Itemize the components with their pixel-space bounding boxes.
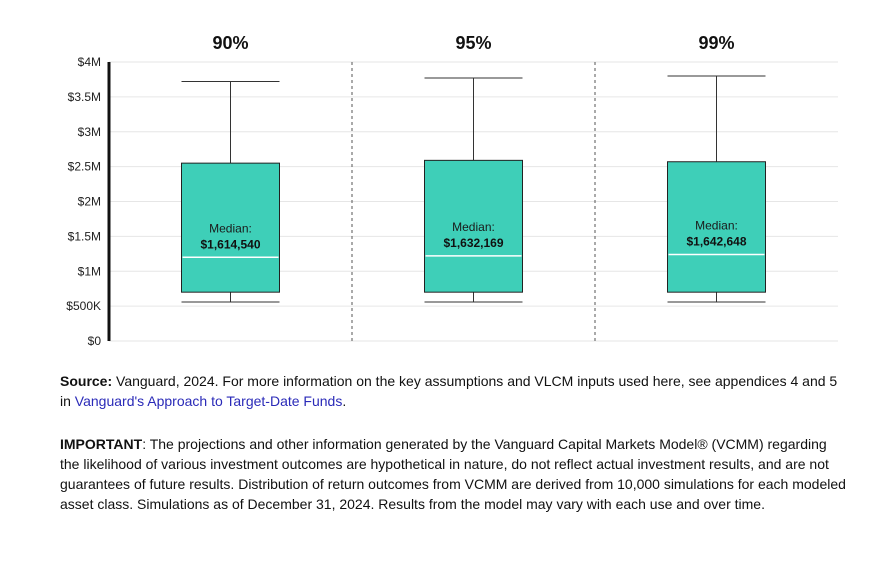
iqr-box: [667, 161, 766, 293]
box-plot-chart: $0 $500K $1M $1.5M $2M $2.5M $3M $3.5M $4M 90% Med…: [66, 33, 838, 348]
y-tick-label: $2M: [78, 195, 101, 209]
box-group: 95% Median: $1,632,169: [424, 33, 523, 303]
y-tick-label: $3.5M: [68, 90, 101, 104]
y-tick-label: $2.5M: [68, 160, 101, 174]
target-date-funds-link[interactable]: Vanguard's Approach to Target-Date Funds: [74, 393, 343, 409]
panel-title: 90%: [212, 33, 248, 53]
median-label: Median:: [209, 221, 252, 235]
panel-title: 95%: [455, 33, 491, 53]
y-tick-label: $0: [88, 334, 102, 348]
panel-title: 99%: [698, 33, 734, 53]
y-tick-label: $3M: [78, 125, 101, 139]
median-value-label: $1,642,648: [686, 235, 746, 249]
iqr-box: [424, 159, 523, 293]
important-disclaimer: IMPORTANT: The projections and other inf…: [60, 434, 850, 514]
box-group: 90% Median: $1,614,540: [181, 33, 280, 303]
median-value-label: $1,614,540: [200, 237, 260, 251]
y-tick-label: $500K: [66, 299, 101, 313]
median-label: Median:: [695, 219, 738, 233]
box-group: 99% Median: $1,642,648: [667, 33, 766, 303]
iqr-box: [181, 162, 280, 293]
source-label: Source:: [60, 373, 113, 389]
y-tick-label: $1.5M: [68, 229, 101, 243]
median-value-label: $1,632,169: [443, 236, 503, 250]
source-note: Source: Vanguard, 2024. For more informa…: [60, 371, 850, 411]
source-end: .: [342, 393, 347, 409]
important-label: IMPORTANT: [60, 436, 143, 452]
y-tick-label: $1M: [78, 264, 101, 278]
source-text: Vanguard, 2024. For more information on …: [60, 373, 838, 409]
y-tick-label: $4M: [78, 55, 101, 69]
important-text: : The projections and other information …: [60, 436, 846, 512]
median-label: Median:: [452, 220, 495, 234]
